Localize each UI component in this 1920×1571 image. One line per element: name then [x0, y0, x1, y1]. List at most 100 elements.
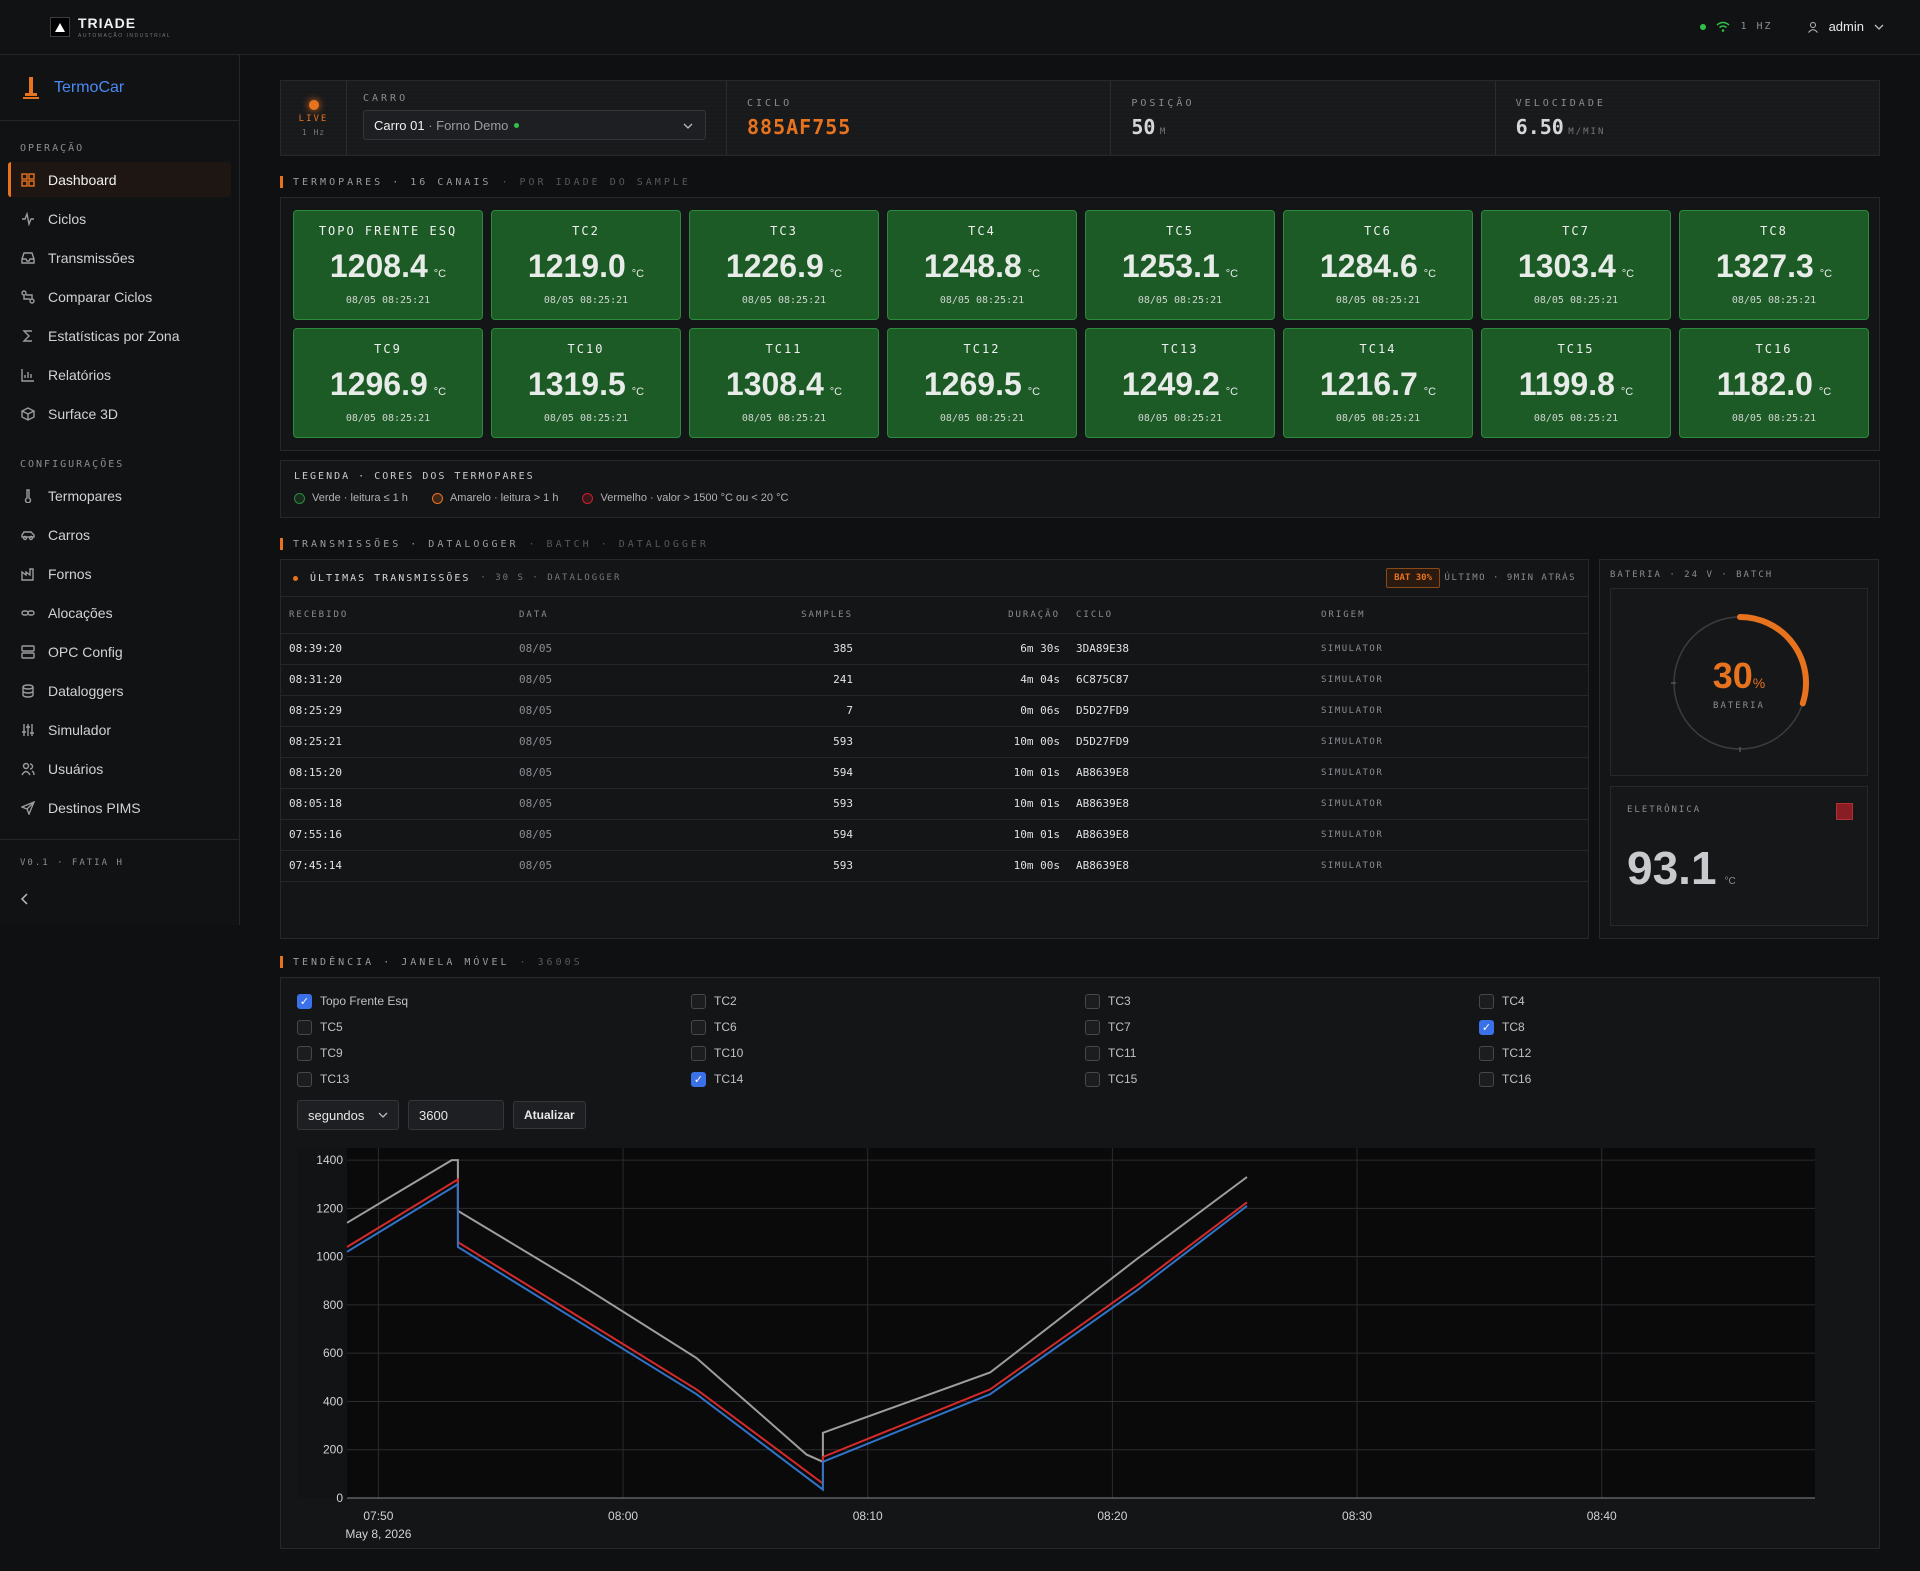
checkbox-icon[interactable]: ✓ — [297, 993, 312, 1009]
channel-checkbox[interactable]: TC3 — [1085, 988, 1479, 1014]
last-transmission: ÚLTIMO · 9MIN ATRÁS — [1444, 573, 1576, 583]
column-header[interactable]: CICLO — [1068, 597, 1313, 634]
channel-checkbox[interactable]: TC9 — [297, 1040, 691, 1066]
channel-checkbox[interactable]: TC11 — [1085, 1040, 1479, 1066]
triade-logo[interactable]: TRIADE AUTOMAÇÃO INDUSTRIAL — [50, 15, 171, 39]
thermocouple-card[interactable]: TC16 1182.0 °C 08/05 08:25:21 — [1679, 328, 1869, 438]
connection-status-dot — [1700, 23, 1707, 30]
channel-checkbox[interactable]: TC5 — [297, 1014, 691, 1040]
thermocouple-card[interactable]: TC6 1284.6 °C 08/05 08:25:21 — [1283, 210, 1473, 320]
brand[interactable]: TermoCar — [0, 55, 239, 121]
thermocouple-card[interactable]: TC9 1296.9 °C 08/05 08:25:21 — [293, 328, 483, 438]
channel-checkbox[interactable]: TC10 — [691, 1040, 1085, 1066]
sidebar-item-surface-3d[interactable]: Surface 3D — [8, 396, 231, 431]
table-row[interactable]: 07:45:14 08/05 593 10m 00s AB8639E8 SIMULATOR — [281, 850, 1588, 882]
sidebar-item-ciclos[interactable]: Ciclos — [8, 201, 231, 236]
checkbox-icon[interactable] — [691, 993, 706, 1009]
thermocouple-card[interactable]: TC13 1249.2 °C 08/05 08:25:21 — [1085, 328, 1275, 438]
channel-checkbox[interactable]: TC16 — [1479, 1066, 1873, 1092]
checkbox-icon[interactable] — [297, 1071, 312, 1087]
table-row[interactable]: 08:39:20 08/05 385 6m 30s 3DA89E38 SIMULATOR — [281, 633, 1588, 665]
table-cell: AB8639E8 — [1068, 850, 1313, 882]
checkbox-icon[interactable]: ✓ — [691, 1071, 706, 1087]
table-row[interactable]: 08:05:18 08/05 593 10m 01s AB8639E8 SIMULATOR — [281, 788, 1588, 820]
channel-checkbox[interactable]: TC2 — [691, 988, 1085, 1014]
sidebar-item-termopares[interactable]: Termopares — [8, 478, 231, 513]
column-header[interactable]: DURAÇÃO — [861, 597, 1068, 634]
channel-checkbox[interactable]: ✓ TC14 — [691, 1066, 1085, 1092]
checkbox-icon[interactable] — [1479, 1071, 1494, 1087]
checkbox-icon[interactable] — [1085, 993, 1100, 1009]
thermocouple-card[interactable]: TOPO FRENTE ESQ 1208.4 °C 08/05 08:25:21 — [293, 210, 483, 320]
channel-checkbox[interactable]: TC4 — [1479, 988, 1873, 1014]
sidebar-item-carros[interactable]: Carros — [8, 517, 231, 552]
chevron-down-icon[interactable] — [1874, 23, 1884, 31]
sidebar-item-simulador[interactable]: Simulador — [8, 712, 231, 747]
table-row[interactable]: 07:55:16 08/05 594 10m 01s AB8639E8 SIMULATOR — [281, 819, 1588, 851]
checkbox-icon[interactable] — [1085, 1045, 1100, 1061]
eletronica-card: ELETRÔNICA 93.1 °C — [1610, 786, 1868, 926]
sidebar-item-comparar-ciclos[interactable]: Comparar Ciclos — [8, 279, 231, 314]
nav-section-title: CONFIGURAÇÕES — [20, 459, 125, 470]
sidebar-item-label: Fornos — [48, 565, 92, 582]
checkbox-icon[interactable] — [1085, 1019, 1100, 1035]
thermocouple-card[interactable]: TC12 1269.5 °C 08/05 08:25:21 — [887, 328, 1077, 438]
channel-checkbox[interactable]: TC6 — [691, 1014, 1085, 1040]
thermocouple-value: 1284.6 — [1319, 248, 1418, 284]
collapse-sidebar-icon[interactable] — [20, 893, 30, 905]
table-row[interactable]: 08:25:21 08/05 593 10m 00s D5D27FD9 SIMULATOR — [281, 726, 1588, 758]
column-header[interactable]: RECEBIDO — [281, 597, 511, 634]
sidebar-item-transmiss-es[interactable]: Transmissões — [8, 240, 231, 275]
thermocouple-card[interactable]: TC8 1327.3 °C 08/05 08:25:21 — [1679, 210, 1869, 320]
channel-checkbox[interactable]: TC13 — [297, 1066, 691, 1092]
table-cell: 10m 01s — [861, 788, 1068, 820]
checkbox-icon[interactable] — [691, 1019, 706, 1035]
checkbox-icon[interactable] — [1479, 1045, 1494, 1061]
trend-chart[interactable]: 0 200 400 600 800 1000 1200 1400 07:50 08:00 08:10… — [297, 1148, 1865, 1548]
column-header[interactable]: DATA — [511, 597, 741, 634]
channel-checkbox[interactable]: TC15 — [1085, 1066, 1479, 1092]
checkbox-icon[interactable] — [1085, 1071, 1100, 1087]
checkbox-icon[interactable] — [691, 1045, 706, 1061]
thermocouple-card[interactable]: TC10 1319.5 °C 08/05 08:25:21 — [491, 328, 681, 438]
thermocouple-timestamp: 08/05 08:25:21 — [1137, 295, 1223, 306]
sidebar-item-destinos-pims[interactable]: Destinos PIMS — [8, 790, 231, 825]
user-menu[interactable]: admin — [1828, 19, 1864, 34]
channel-checkbox[interactable]: TC7 — [1085, 1014, 1479, 1040]
sidebar-item-aloca-es[interactable]: Alocações — [8, 595, 231, 630]
thermocouple-card[interactable]: TC3 1226.9 °C 08/05 08:25:21 — [689, 210, 879, 320]
thermocouple-card[interactable]: TC4 1248.8 °C 08/05 08:25:21 — [887, 210, 1077, 320]
table-row[interactable]: 08:31:20 08/05 241 4m 04s 6C875C87 SIMULATOR — [281, 664, 1588, 696]
sidebar-item-dataloggers[interactable]: Dataloggers — [8, 673, 231, 708]
channel-checkbox[interactable]: ✓ Topo Frente Esq — [297, 988, 691, 1014]
sidebar-item-opc-config[interactable]: OPC Config — [8, 634, 231, 669]
sidebar-item-estat-sticas-por-zona[interactable]: Estatísticas por Zona — [8, 318, 231, 353]
column-header[interactable]: ORIGEM — [1313, 597, 1588, 634]
thermocouple-card[interactable]: TC15 1199.8 °C 08/05 08:25:21 — [1481, 328, 1671, 438]
thermocouple-unit: °C — [1423, 268, 1437, 280]
thermocouple-card[interactable]: TC14 1216.7 °C 08/05 08:25:21 — [1283, 328, 1473, 438]
carro-select[interactable]: Carro 01 · Forno Demo — [363, 110, 706, 140]
thermocouple-card[interactable]: TC5 1253.1 °C 08/05 08:25:21 — [1085, 210, 1275, 320]
thermocouple-unit: °C — [1818, 386, 1832, 398]
sidebar-item-relat-rios[interactable]: Relatórios — [8, 357, 231, 392]
sidebar-item-usu-rios[interactable]: Usuários — [8, 751, 231, 786]
thermocouple-card[interactable]: TC7 1303.4 °C 08/05 08:25:21 — [1481, 210, 1671, 320]
column-header[interactable]: SAMPLES — [741, 597, 861, 634]
checkbox-icon[interactable] — [297, 1045, 312, 1061]
sidebar-item-fornos[interactable]: Fornos — [8, 556, 231, 591]
window-input[interactable] — [408, 1100, 504, 1130]
update-button[interactable]: Atualizar — [513, 1101, 586, 1129]
thermocouple-card[interactable]: TC2 1219.0 °C 08/05 08:25:21 — [491, 210, 681, 320]
battery-level-arc — [1737, 614, 1809, 707]
thermocouple-card[interactable]: TC11 1308.4 °C 08/05 08:25:21 — [689, 328, 879, 438]
sidebar-item-dashboard[interactable]: Dashboard — [8, 162, 231, 197]
unit-select[interactable]: segundos — [297, 1100, 399, 1130]
checkbox-icon[interactable] — [297, 1019, 312, 1035]
checkbox-icon[interactable]: ✓ — [1479, 1019, 1494, 1035]
channel-checkbox[interactable]: ✓ TC8 — [1479, 1014, 1873, 1040]
table-row[interactable]: 08:25:29 08/05 7 0m 06s D5D27FD9 SIMULATOR — [281, 695, 1588, 727]
checkbox-icon[interactable] — [1479, 993, 1494, 1009]
channel-checkbox[interactable]: TC12 — [1479, 1040, 1873, 1066]
table-row[interactable]: 08:15:20 08/05 594 10m 01s AB8639E8 SIMULATOR — [281, 757, 1588, 789]
